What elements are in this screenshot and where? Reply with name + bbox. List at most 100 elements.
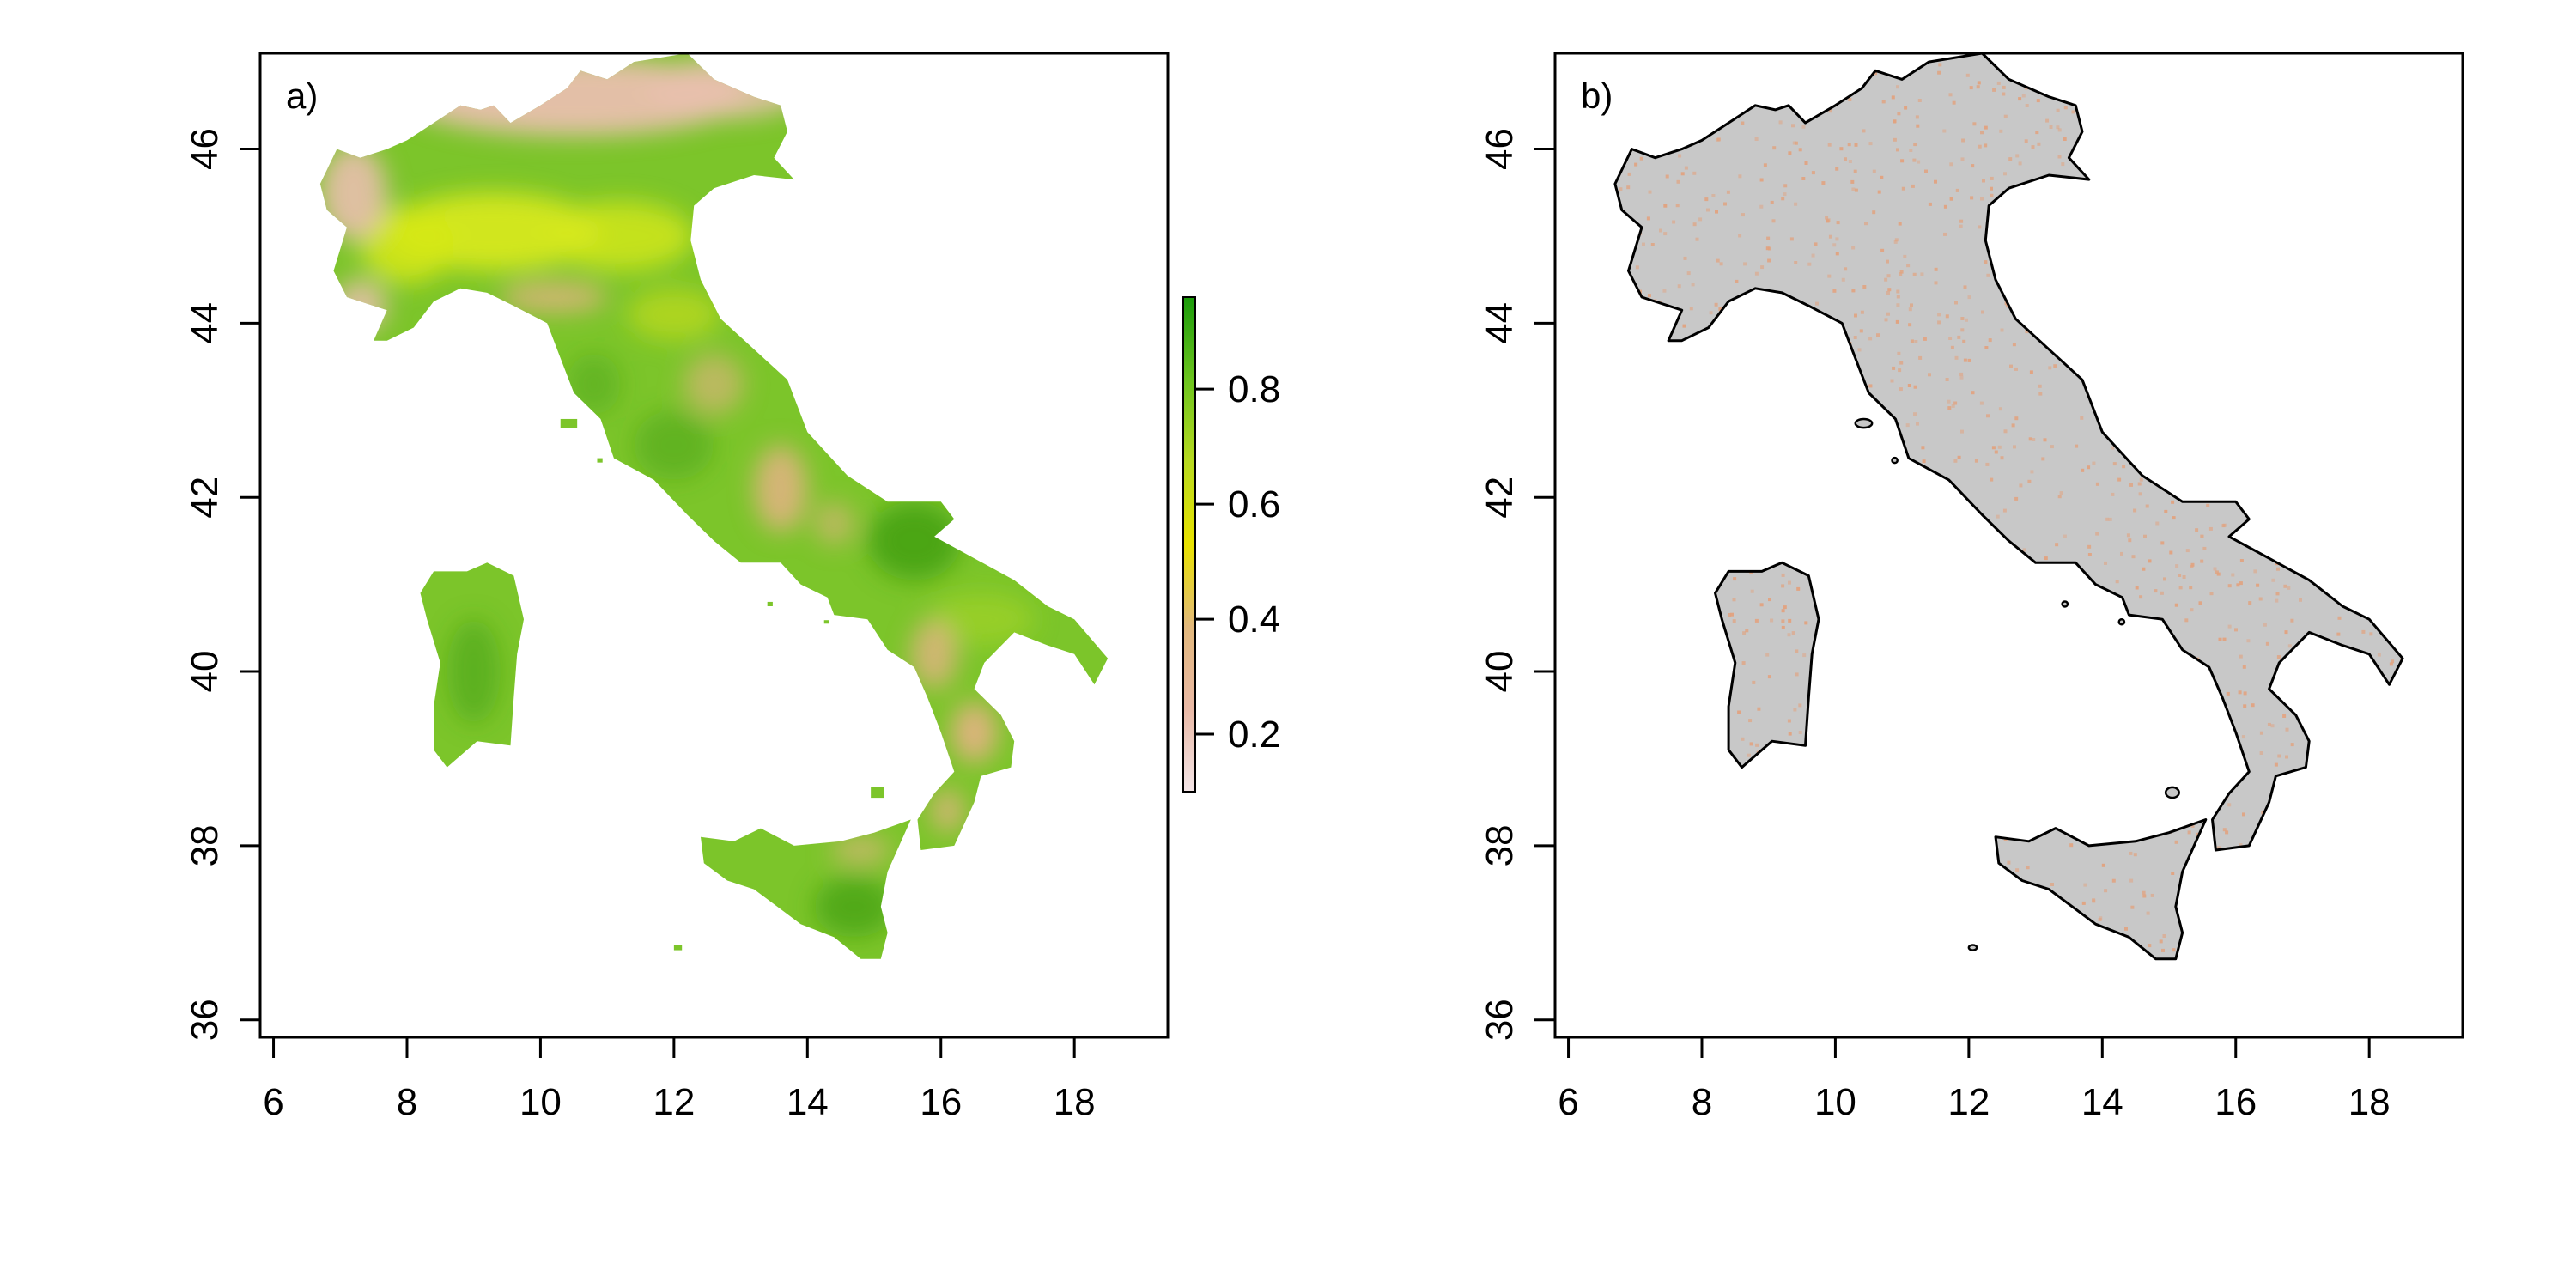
speckle [2016, 775, 2020, 779]
land-polygon [1614, 53, 2403, 850]
speckle [1794, 141, 1798, 145]
speckle [1701, 1015, 1704, 1018]
speckle [1896, 85, 1899, 89]
speckle [1952, 592, 1956, 595]
speckle [1616, 998, 1619, 1001]
speckle [2287, 175, 2291, 179]
speckle [1921, 490, 1925, 495]
speckle [2089, 354, 2093, 358]
speckle [1730, 466, 1735, 471]
speckle [2220, 879, 2223, 884]
speckle [1761, 94, 1765, 97]
speckle [1892, 521, 1896, 526]
speckle [2415, 423, 2418, 427]
speckle [2098, 918, 2102, 921]
speckle [2264, 331, 2269, 335]
speckle [2196, 461, 2201, 465]
speckle [2344, 799, 2348, 804]
speckle [1848, 98, 1852, 101]
speckle [2303, 702, 2307, 706]
speckle [2175, 419, 2179, 423]
speckle [2092, 598, 2095, 603]
speckle [2034, 954, 2038, 958]
speckle [2069, 978, 2073, 981]
speckle [1962, 339, 1966, 343]
speckle [1794, 202, 1798, 206]
speckle [2202, 465, 2207, 470]
speckle [2322, 665, 2326, 670]
speckle [2172, 516, 2176, 520]
speckle [1851, 246, 1856, 250]
speckle [2453, 188, 2457, 191]
speckle [1608, 190, 1612, 193]
speckle [2078, 752, 2082, 756]
speckle [2381, 564, 2385, 568]
speckle [1845, 721, 1850, 726]
speckle [2003, 172, 2007, 176]
speckle [1796, 586, 1801, 591]
speckle [2411, 938, 2415, 941]
speckle [1570, 683, 1573, 686]
speckle [1759, 204, 1764, 209]
speckle [2332, 500, 2336, 504]
speckle [1929, 569, 1933, 574]
speckle [1855, 646, 1859, 650]
speckle [1822, 854, 1826, 859]
speckle [2237, 316, 2241, 320]
speckle [1787, 507, 1791, 512]
speckle [2443, 572, 2446, 575]
speckle [2044, 556, 2048, 561]
speckle [1838, 656, 1842, 660]
speckle [1816, 593, 1820, 598]
speckle [2445, 851, 2448, 854]
speckle [1667, 964, 1670, 968]
speckle [2157, 735, 2161, 739]
speckle [1629, 869, 1633, 872]
speckle [2138, 492, 2142, 496]
speckle [2370, 181, 2374, 185]
speckle [1690, 902, 1694, 907]
speckle [1649, 535, 1653, 539]
speckle [2445, 222, 2448, 226]
speckle [2385, 272, 2389, 276]
speckle [2222, 637, 2227, 641]
speckle [1770, 200, 1774, 204]
speckle [2318, 70, 2322, 75]
speckle [1676, 835, 1680, 838]
speckle [1999, 719, 2003, 722]
speckle [1742, 816, 1747, 820]
speckle [1943, 232, 1947, 236]
speckle [2124, 927, 2128, 931]
speckle [2072, 615, 2076, 619]
speckle [1609, 144, 1613, 148]
speckle [1777, 392, 1781, 397]
speckle [1920, 590, 1924, 594]
speckle [1890, 902, 1894, 906]
speckle [1756, 530, 1760, 534]
speckle [1607, 584, 1611, 587]
speckle [2258, 75, 2263, 79]
speckle [2026, 729, 2030, 733]
speckle [1814, 987, 1818, 990]
speckle [1989, 868, 1993, 872]
speckle [1594, 504, 1597, 507]
speckle [2048, 70, 2052, 74]
speckle [1886, 274, 1891, 278]
speckle [1905, 808, 1910, 812]
speckle [2312, 676, 2316, 680]
speckle [2017, 219, 2021, 223]
speckle [1639, 526, 1643, 530]
speckle [1814, 711, 1818, 714]
speckle [2335, 814, 2338, 817]
speckle [1564, 266, 1568, 270]
speckle [2429, 532, 2433, 536]
speckle [1935, 817, 1939, 821]
speckle [2374, 834, 2379, 838]
speckle [2431, 630, 2434, 634]
speckle [2278, 826, 2282, 830]
speckle [1967, 358, 1971, 362]
speckle [1714, 392, 1718, 397]
speckle [2012, 343, 2016, 347]
speckle [1963, 829, 1967, 834]
